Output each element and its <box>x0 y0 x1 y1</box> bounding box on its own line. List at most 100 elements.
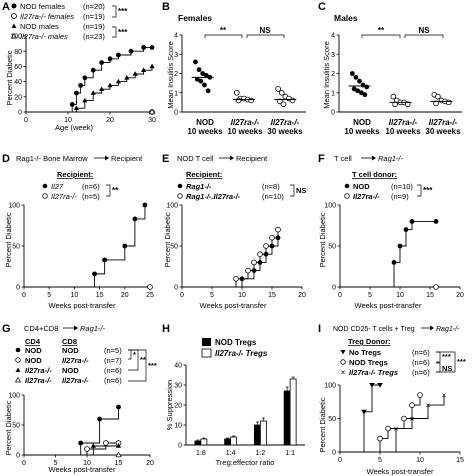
data-point <box>234 89 240 96</box>
panel-h-legend: NOD Tregs Il27ra-/- Tregs <box>201 338 268 358</box>
panel-h: H NOD Tregs Il27ra-/- Tregs % Suppressio… <box>162 323 305 467</box>
panel-a-xlabel: Age (week) <box>55 123 93 132</box>
panel-b-group-labels: NOD 10 weeks Il27ra-/- 10 weeks Il27ra-/… <box>187 118 303 136</box>
x-tick-label: 1:8 <box>196 450 206 457</box>
data-point <box>102 257 108 263</box>
data-point <box>99 86 105 91</box>
x-tick-label: 5 <box>47 292 51 299</box>
data-point <box>278 89 285 96</box>
panel-e-ylabel: Percent Diabetic <box>163 212 172 267</box>
legend-n: (n=8) <box>262 182 280 191</box>
sig-mark: NS <box>259 26 271 35</box>
sig-mark: NS <box>418 26 430 35</box>
x-tick-label: 5 <box>378 457 382 464</box>
series-line <box>24 407 119 456</box>
panel-c-ylabel: Mean Insulitis Score <box>322 41 331 109</box>
panel-a-plot: 0 20 40 60 80 100 0 10 20 30 <box>10 34 156 124</box>
sig-mark: *** <box>423 186 433 195</box>
sig-bracket <box>112 5 117 18</box>
data-point <box>351 86 357 92</box>
bar <box>259 420 267 446</box>
legend-label: NOD Tregs <box>215 338 257 347</box>
y-tick-label: 50 <box>12 244 20 251</box>
y-tick-label: 0 <box>331 110 335 117</box>
y-tick-label: 10 <box>174 423 182 430</box>
data-point <box>357 78 362 84</box>
data-point <box>122 243 128 249</box>
data-point <box>409 402 415 408</box>
legend-label: Il27 <box>51 182 64 191</box>
legend-marker-il27ra-males <box>10 32 18 39</box>
legend-marker-nod-males <box>11 23 17 28</box>
data-point <box>84 446 90 452</box>
panel-i-legend: Treg Donor: No Tregs (n=6) NOD Tregs (n=… <box>340 337 466 377</box>
bar <box>253 424 261 446</box>
x-tick-label: 10 <box>416 457 424 464</box>
legend-n: (n=10) <box>391 182 413 191</box>
data-point <box>115 443 122 448</box>
bar <box>283 390 291 446</box>
sig-mark: *** <box>457 357 466 366</box>
data-point <box>90 443 96 448</box>
data-point <box>233 275 239 282</box>
legend-label: Il27ra-/- Tregs <box>349 368 398 377</box>
sig-mark: NS <box>442 364 452 373</box>
x-tick-label: 15 <box>268 292 276 299</box>
legend-n: (n=10) <box>262 192 284 201</box>
data-point <box>124 75 130 80</box>
data-point <box>90 90 96 95</box>
panel-d-ylabel: Percent Diabetic <box>4 212 13 267</box>
group-sublabel: 30 weeks <box>267 127 303 136</box>
x-tick-label: 15 <box>96 292 104 299</box>
panel-i: I NOD CD25- T cells + Treg Rag1-/- Treg … <box>318 323 466 476</box>
sig-bracket <box>417 184 422 197</box>
x-tick-label: 30 <box>148 117 156 124</box>
sig-mark: ** <box>112 186 119 195</box>
sig-mark: NS <box>296 186 306 195</box>
data-point <box>141 45 147 50</box>
y-tick-label: 0 <box>18 110 22 117</box>
legend-cell: Il27ra-/- <box>25 366 52 375</box>
data-point <box>132 216 138 222</box>
bar <box>289 378 297 446</box>
y-tick-label: 2 <box>174 71 178 78</box>
legend-marker <box>14 376 22 383</box>
x-tick-label: 1:1 <box>285 450 295 457</box>
panel-f-ylabel: Percent Diabetic <box>318 212 327 267</box>
group-sublabel: 10 weeks <box>385 127 421 136</box>
panel-f-legend: T cell donor: NOD (n=10) Il27ra-/- (n=9)… <box>344 170 433 201</box>
legend-marker <box>177 183 183 189</box>
legend-title: Treg Donor: <box>348 337 391 346</box>
data-point <box>397 243 403 249</box>
data-point <box>198 78 204 84</box>
x-tick-label: 0 <box>180 292 184 299</box>
legend-cell: Il27ra-/- <box>62 356 89 365</box>
data-point: × <box>426 401 431 410</box>
x-tick-label: 0 <box>22 292 26 299</box>
data-point <box>132 71 138 76</box>
panel-d-legend: Recipient: Il27 (n=6) Il27ra-/- (n=5) ** <box>42 170 119 201</box>
panel-i-header-b: Rag1-/- <box>436 326 460 333</box>
panel-d: D Rag1-/- Bone Marrow Recipient Recipien… <box>2 153 154 310</box>
panel-a-legend: NOD females (n=20) Il27ra-/- females (n=… <box>10 2 128 41</box>
panel-g-legend: CD4 CD8 NOD NOD (n=5) NOD Il27ra-/- (n=7… <box>14 337 157 385</box>
series-line <box>340 384 380 453</box>
data-point <box>245 267 251 274</box>
data-point <box>353 74 359 80</box>
y-tick-label: 50 <box>328 244 336 251</box>
group-sublabel: 10 weeks <box>187 127 223 136</box>
data-point <box>92 271 97 277</box>
data-point <box>385 425 391 432</box>
data-point <box>69 102 75 107</box>
x-tick-label: 20 <box>146 460 154 467</box>
legend-n: (n=19) <box>83 12 105 21</box>
x-tick-label: 20 <box>121 292 129 299</box>
arrow-head-icon <box>74 325 78 331</box>
data-point <box>148 108 156 115</box>
series-line <box>24 445 119 456</box>
data-point <box>358 90 364 96</box>
legend-cell: Il27ra-/- <box>62 376 89 385</box>
y-tick-label: 50 <box>170 244 178 251</box>
y-tick-label: 0 <box>174 110 178 117</box>
y-tick-label: 20 <box>14 94 22 101</box>
